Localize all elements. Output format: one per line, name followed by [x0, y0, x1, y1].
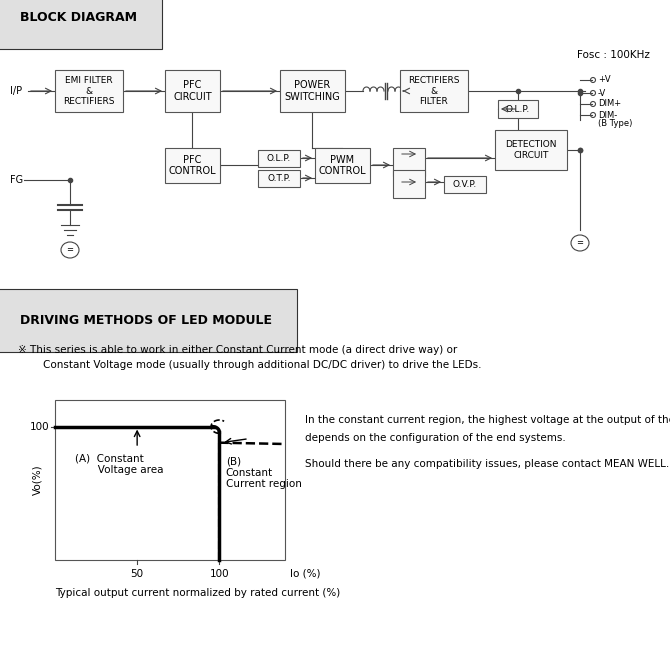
Text: DIM-: DIM- [598, 110, 617, 119]
Bar [165, 70, 220, 112]
Bar [393, 170, 425, 198]
Text: FG: FG [10, 175, 23, 185]
Bar [55, 400, 285, 560]
Text: In the constant current region, the highest voltage at the output of the driver: In the constant current region, the high… [305, 415, 670, 425]
Text: 100: 100 [210, 569, 229, 579]
Bar [393, 148, 425, 176]
Text: PWM
CONTROL: PWM CONTROL [319, 155, 366, 176]
Text: BLOCK DIAGRAM: BLOCK DIAGRAM [20, 11, 137, 24]
Text: (A)  Constant
       Voltage area: (A) Constant Voltage area [75, 453, 163, 475]
Bar [55, 70, 123, 112]
Bar [280, 70, 345, 112]
Text: Typical output current normalized by rated current (%): Typical output current normalized by rat… [55, 588, 340, 598]
Text: EMI FILTER
&
RECTIFIERS: EMI FILTER & RECTIFIERS [63, 76, 115, 106]
Bar [498, 100, 538, 118]
Text: O.T.P.: O.T.P. [267, 174, 291, 183]
Text: ※ This series is able to work in either Constant Current mode (a direct drive wa: ※ This series is able to work in either … [18, 345, 457, 355]
Text: RECTIFIERS
&
FILTER: RECTIFIERS & FILTER [408, 76, 460, 106]
Bar [444, 176, 486, 193]
Text: 100: 100 [29, 422, 49, 432]
Ellipse shape [571, 235, 589, 251]
Bar [495, 130, 567, 170]
Text: Io (%): Io (%) [290, 569, 320, 579]
Ellipse shape [61, 242, 79, 258]
Bar [258, 150, 300, 167]
Text: Fosc : 100KHz: Fosc : 100KHz [577, 50, 650, 60]
Bar [258, 170, 300, 187]
Text: Vo(%): Vo(%) [32, 464, 42, 495]
Bar [400, 70, 468, 112]
Text: =: = [576, 239, 584, 248]
Text: =: = [66, 246, 74, 255]
Text: O.V.P.: O.V.P. [453, 180, 477, 189]
Text: (B)
Constant
Current region: (B) Constant Current region [226, 456, 302, 489]
Text: DETECTION
CIRCUIT: DETECTION CIRCUIT [505, 141, 557, 160]
Text: PFC
CONTROL: PFC CONTROL [169, 155, 216, 176]
Text: PFC
CIRCUIT: PFC CIRCUIT [173, 80, 212, 102]
Text: O.L.P.: O.L.P. [506, 104, 530, 114]
Text: 50: 50 [131, 569, 143, 579]
Text: POWER
SWITCHING: POWER SWITCHING [285, 80, 340, 102]
Text: ■: ■ [8, 11, 19, 24]
Text: I/P: I/P [10, 86, 22, 96]
Text: Should there be any compatibility issues, please contact MEAN WELL.: Should there be any compatibility issues… [305, 459, 669, 469]
Text: depends on the configuration of the end systems.: depends on the configuration of the end … [305, 433, 565, 443]
Text: O.L.P.: O.L.P. [267, 154, 291, 163]
Text: DIM+: DIM+ [598, 99, 621, 108]
Text: Constant Voltage mode (usually through additional DC/DC driver) to drive the LED: Constant Voltage mode (usually through a… [30, 360, 482, 370]
Text: ■: ■ [8, 314, 19, 327]
Bar [315, 148, 370, 183]
Text: +V: +V [598, 75, 610, 84]
Bar [165, 148, 220, 183]
Text: (B Type): (B Type) [598, 119, 632, 128]
Text: -V: -V [598, 88, 606, 97]
Text: DRIVING METHODS OF LED MODULE: DRIVING METHODS OF LED MODULE [20, 314, 272, 327]
